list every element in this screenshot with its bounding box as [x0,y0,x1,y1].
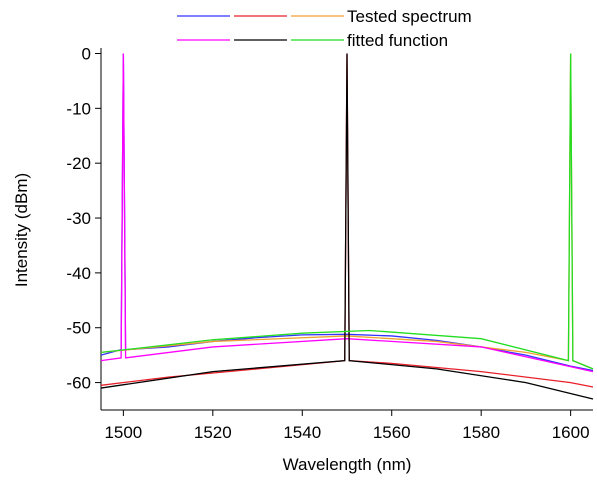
legend-label: fitted function [347,31,448,50]
x-tick-label: 1520 [194,423,232,442]
y-tick-label: -10 [66,99,91,118]
x-tick-label: 1540 [283,423,321,442]
y-tick-label: -40 [66,264,91,283]
x-axis-label: Wavelength (nm) [283,455,412,474]
y-tick-label: -50 [66,319,91,338]
y-tick-label: -60 [66,374,91,393]
series-line [100,53,594,400]
x-tick-label: 1600 [552,423,590,442]
y-tick-label: 0 [82,44,91,63]
x-tick-label: 1580 [462,423,500,442]
series-line [100,53,594,370]
y-tick-label: -20 [66,154,91,173]
y-axis-label: Intensity (dBm) [12,173,31,287]
x-tick-label: 1500 [104,423,142,442]
legend-label: Tested spectrum [347,7,472,26]
y-tick-label: -30 [66,209,91,228]
x-tick-label: 1560 [373,423,411,442]
series-line [100,53,594,373]
